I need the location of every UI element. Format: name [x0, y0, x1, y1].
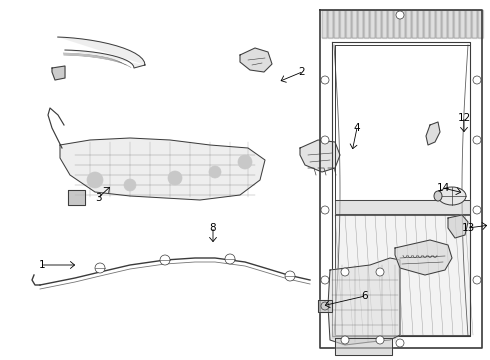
Polygon shape	[454, 10, 459, 38]
Polygon shape	[430, 10, 435, 38]
Text: 12: 12	[457, 113, 470, 123]
Text: 2: 2	[299, 67, 305, 77]
Text: 6: 6	[362, 291, 368, 301]
Circle shape	[396, 11, 404, 19]
Circle shape	[124, 179, 136, 191]
Polygon shape	[412, 10, 417, 38]
Polygon shape	[448, 10, 453, 38]
Circle shape	[473, 276, 481, 284]
Polygon shape	[335, 215, 470, 335]
Polygon shape	[334, 10, 339, 38]
Polygon shape	[400, 10, 405, 38]
Polygon shape	[406, 10, 411, 38]
Text: 4: 4	[354, 123, 360, 133]
Circle shape	[321, 206, 329, 214]
Polygon shape	[460, 10, 465, 38]
Circle shape	[321, 302, 329, 310]
Polygon shape	[388, 10, 393, 38]
Polygon shape	[346, 10, 351, 38]
Circle shape	[341, 336, 349, 344]
Text: 13: 13	[462, 223, 475, 233]
Ellipse shape	[438, 187, 466, 205]
Circle shape	[376, 336, 384, 344]
Circle shape	[95, 263, 105, 273]
Text: 1: 1	[39, 260, 45, 270]
Polygon shape	[300, 140, 340, 172]
Polygon shape	[436, 10, 441, 38]
Polygon shape	[318, 300, 332, 312]
Polygon shape	[382, 10, 387, 38]
Circle shape	[87, 172, 103, 188]
Circle shape	[473, 76, 481, 84]
Circle shape	[341, 268, 349, 276]
Polygon shape	[335, 200, 470, 214]
Polygon shape	[376, 10, 381, 38]
Polygon shape	[418, 10, 423, 38]
Circle shape	[321, 276, 329, 284]
Polygon shape	[60, 138, 265, 200]
Polygon shape	[448, 215, 468, 238]
Text: 8: 8	[210, 223, 216, 233]
Text: 14: 14	[437, 183, 450, 193]
Circle shape	[473, 136, 481, 144]
Polygon shape	[426, 122, 440, 145]
Polygon shape	[370, 10, 375, 38]
Polygon shape	[478, 10, 483, 38]
Circle shape	[209, 166, 221, 178]
Polygon shape	[328, 10, 333, 38]
Circle shape	[160, 255, 170, 265]
Text: 3: 3	[95, 193, 101, 203]
Circle shape	[321, 136, 329, 144]
Circle shape	[376, 268, 384, 276]
Polygon shape	[335, 338, 392, 355]
Polygon shape	[395, 240, 452, 275]
Polygon shape	[328, 258, 400, 345]
Polygon shape	[472, 10, 477, 38]
Polygon shape	[240, 48, 272, 72]
Circle shape	[473, 206, 481, 214]
Polygon shape	[394, 10, 399, 38]
Polygon shape	[466, 10, 471, 38]
Polygon shape	[424, 10, 429, 38]
Circle shape	[238, 155, 252, 169]
Polygon shape	[52, 66, 65, 80]
Polygon shape	[340, 10, 345, 38]
Circle shape	[225, 254, 235, 264]
Circle shape	[396, 339, 404, 347]
Circle shape	[321, 76, 329, 84]
Circle shape	[285, 271, 295, 281]
Polygon shape	[364, 10, 369, 38]
Polygon shape	[442, 10, 447, 38]
Polygon shape	[322, 10, 327, 38]
Ellipse shape	[434, 191, 442, 201]
Polygon shape	[358, 10, 363, 38]
Polygon shape	[352, 10, 357, 38]
Polygon shape	[68, 190, 85, 205]
Circle shape	[168, 171, 182, 185]
